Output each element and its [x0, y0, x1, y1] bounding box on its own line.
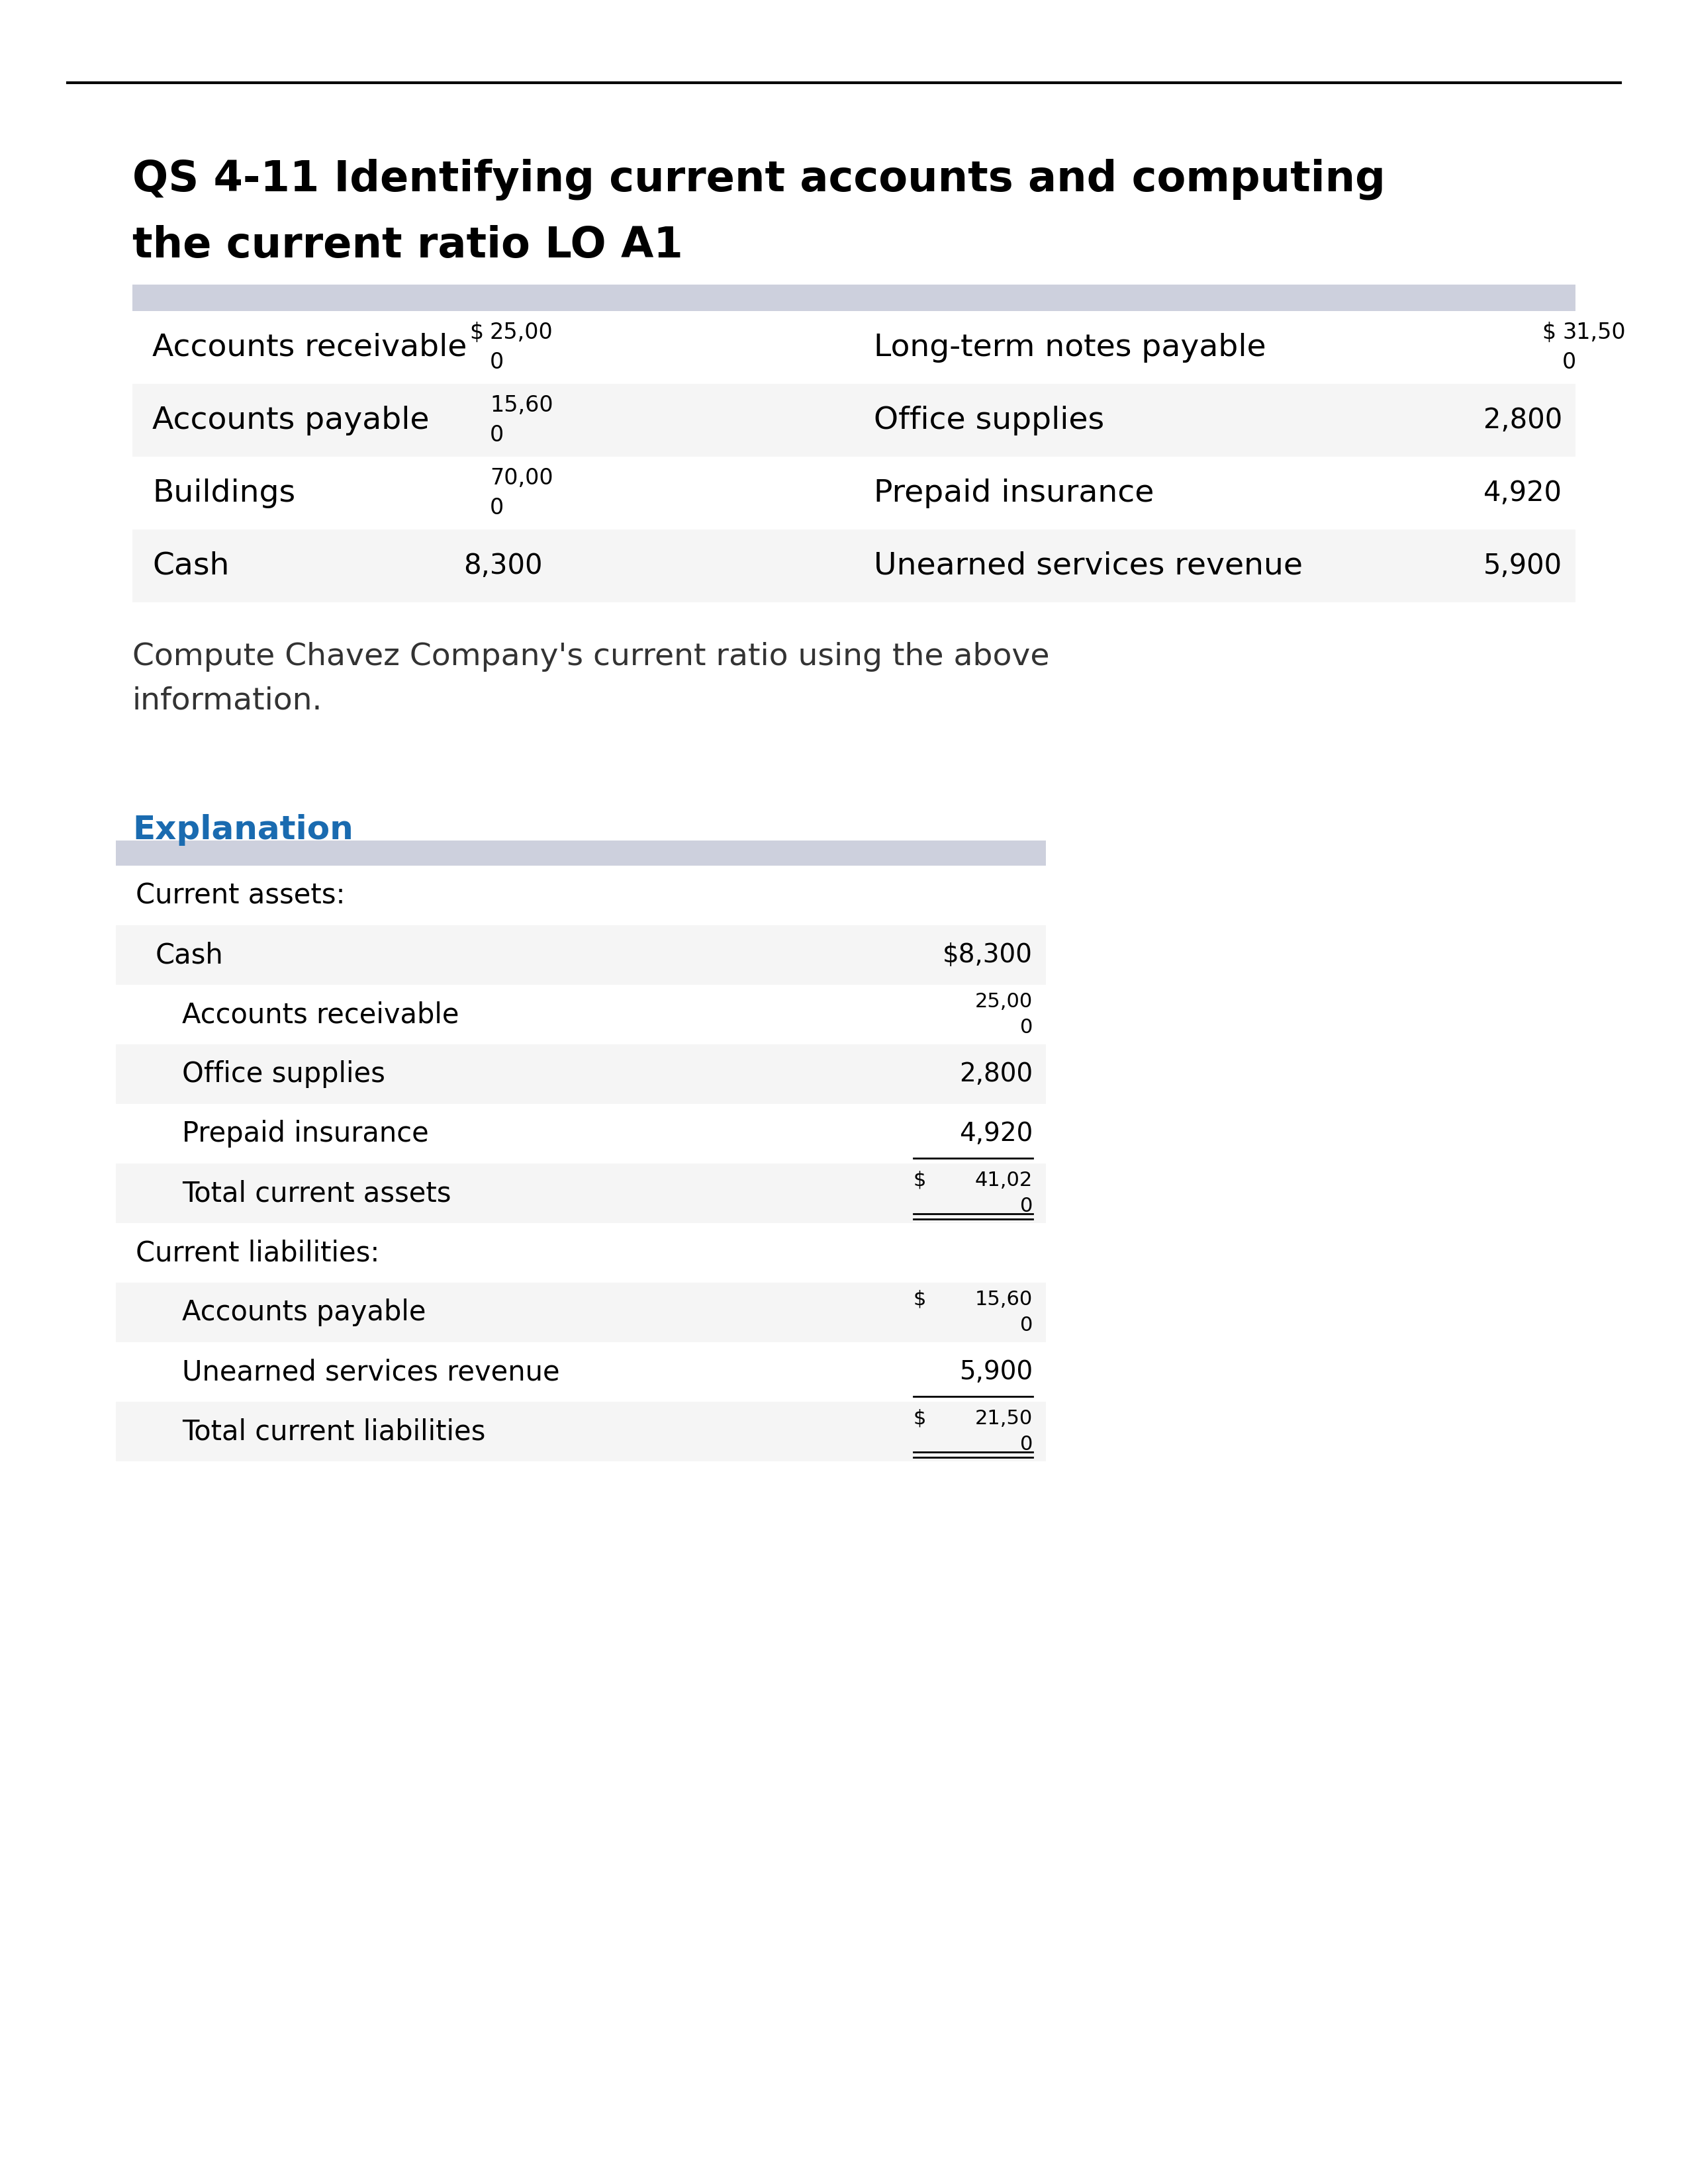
- Text: Unearned services revenue: Unearned services revenue: [182, 1358, 560, 1387]
- Text: Buildings: Buildings: [152, 478, 295, 509]
- Text: $8,300: $8,300: [942, 943, 1033, 968]
- Bar: [116, 841, 1047, 865]
- Text: 5,900: 5,900: [1484, 553, 1561, 579]
- Text: 41,02: 41,02: [976, 1171, 1033, 1190]
- Text: 2,800: 2,800: [959, 1061, 1033, 1088]
- Text: Cash: Cash: [155, 941, 223, 970]
- Text: $: $: [469, 321, 483, 343]
- Text: 0: 0: [1020, 1197, 1033, 1216]
- Text: 0: 0: [1020, 1435, 1033, 1455]
- Text: 15,60: 15,60: [976, 1291, 1033, 1308]
- Text: Office supplies: Office supplies: [182, 1059, 385, 1088]
- Text: Total current liabilities: Total current liabilities: [182, 1417, 486, 1446]
- Text: 4,920: 4,920: [959, 1120, 1033, 1147]
- Text: 0: 0: [490, 424, 505, 446]
- Bar: [132, 284, 1575, 310]
- Text: Current assets:: Current assets:: [135, 882, 346, 909]
- Bar: [132, 529, 1575, 603]
- Bar: [116, 926, 1047, 985]
- Text: $: $: [913, 1409, 927, 1428]
- Text: Compute Chavez Company's current ratio using the above
information.: Compute Chavez Company's current ratio u…: [132, 642, 1050, 716]
- Text: 70,00: 70,00: [490, 467, 554, 489]
- Text: Prepaid insurance: Prepaid insurance: [182, 1120, 429, 1147]
- Text: 25,00: 25,00: [976, 992, 1033, 1011]
- Text: 5,900: 5,900: [959, 1358, 1033, 1385]
- Text: 0: 0: [1020, 1315, 1033, 1334]
- Bar: [116, 1402, 1047, 1461]
- Text: Unearned services revenue: Unearned services revenue: [874, 550, 1303, 581]
- Text: Long-term notes payable: Long-term notes payable: [874, 332, 1266, 363]
- Text: 0: 0: [1561, 352, 1577, 373]
- Text: $: $: [913, 1171, 927, 1190]
- Text: $: $: [913, 1291, 927, 1308]
- Text: 8,300: 8,300: [464, 553, 544, 579]
- Text: $: $: [1541, 321, 1556, 343]
- Text: 0: 0: [490, 352, 505, 373]
- Text: Cash: Cash: [152, 550, 230, 581]
- Text: Total current assets: Total current assets: [182, 1179, 451, 1208]
- Text: 2,800: 2,800: [1484, 406, 1561, 435]
- Text: Accounts payable: Accounts payable: [182, 1299, 425, 1326]
- Text: 4,920: 4,920: [1484, 478, 1561, 507]
- Text: 15,60: 15,60: [490, 395, 554, 417]
- Text: Accounts receivable: Accounts receivable: [182, 1000, 459, 1029]
- Bar: [116, 1044, 1047, 1103]
- Text: Explanation: Explanation: [132, 815, 353, 845]
- Text: 21,50: 21,50: [976, 1409, 1033, 1428]
- Text: Accounts receivable: Accounts receivable: [152, 332, 468, 363]
- Text: Accounts payable: Accounts payable: [152, 406, 429, 435]
- Text: Prepaid insurance: Prepaid insurance: [874, 478, 1155, 509]
- Text: the current ratio LO A1: the current ratio LO A1: [132, 225, 684, 266]
- Text: 31,50: 31,50: [1561, 321, 1626, 343]
- Bar: [116, 1164, 1047, 1223]
- Text: 0: 0: [490, 498, 505, 520]
- Bar: [132, 384, 1575, 456]
- Text: QS 4-11 Identifying current accounts and computing: QS 4-11 Identifying current accounts and…: [132, 159, 1386, 201]
- Text: Office supplies: Office supplies: [874, 406, 1104, 435]
- Text: 0: 0: [1020, 1018, 1033, 1037]
- Text: 25,00: 25,00: [490, 321, 554, 343]
- Bar: [116, 1282, 1047, 1343]
- Text: Current liabilities:: Current liabilities:: [135, 1238, 380, 1267]
